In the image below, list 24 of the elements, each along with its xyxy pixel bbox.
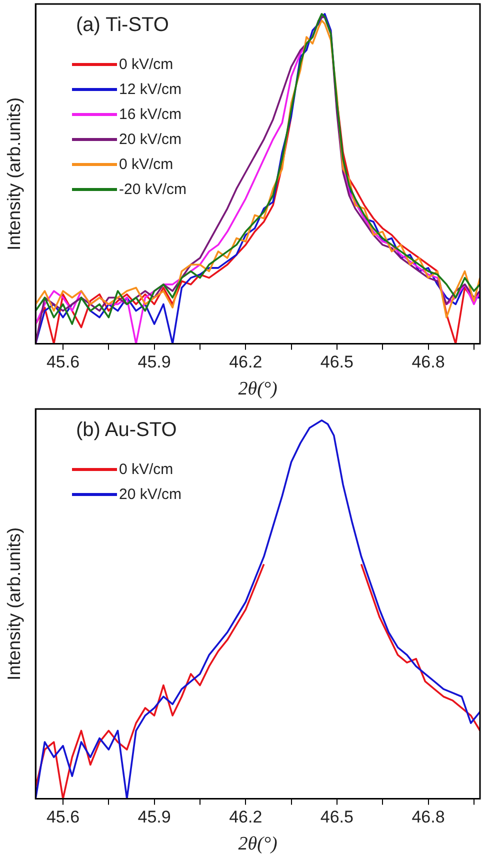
x-tick-label: 46.8: [412, 352, 445, 372]
chart-title: (a) Ti-STO: [76, 14, 169, 37]
x-tick-label: 45.6: [46, 352, 80, 372]
x-tick-label: 46.5: [320, 352, 354, 372]
legend-label: 16 kV/cm: [119, 106, 182, 123]
x-tick-label: 46.2: [229, 808, 262, 827]
y-axis-title: Intensity (arb.units): [4, 527, 24, 680]
x-tick-label: 45.9: [138, 808, 171, 827]
x-tick-label: 46.2: [229, 352, 262, 372]
x-tick-label: 45.9: [138, 352, 171, 372]
x-tick-label: 45.6: [46, 808, 80, 827]
legend-label: 0 kV/cm: [119, 156, 174, 173]
legend-label: -20 kV/cm: [119, 181, 187, 198]
legend-label: 20 kV/cm: [119, 131, 182, 148]
legend-label: 12 kV/cm: [119, 81, 182, 98]
chart-title: (b) Au-STO: [76, 419, 177, 442]
x-tick-label: 46.5: [320, 808, 354, 827]
legend-label: 20 kV/cm: [119, 486, 182, 503]
x-tick-label: 46.8: [412, 808, 445, 827]
x-axis-title: 2θ(°): [238, 834, 278, 855]
x-axis-title: 2θ(°): [238, 378, 278, 400]
legend-label: 0 kV/cm: [119, 461, 174, 478]
y-axis-title: Intensity (arb.units): [4, 97, 24, 250]
legend-label: 0 kV/cm: [119, 56, 174, 73]
